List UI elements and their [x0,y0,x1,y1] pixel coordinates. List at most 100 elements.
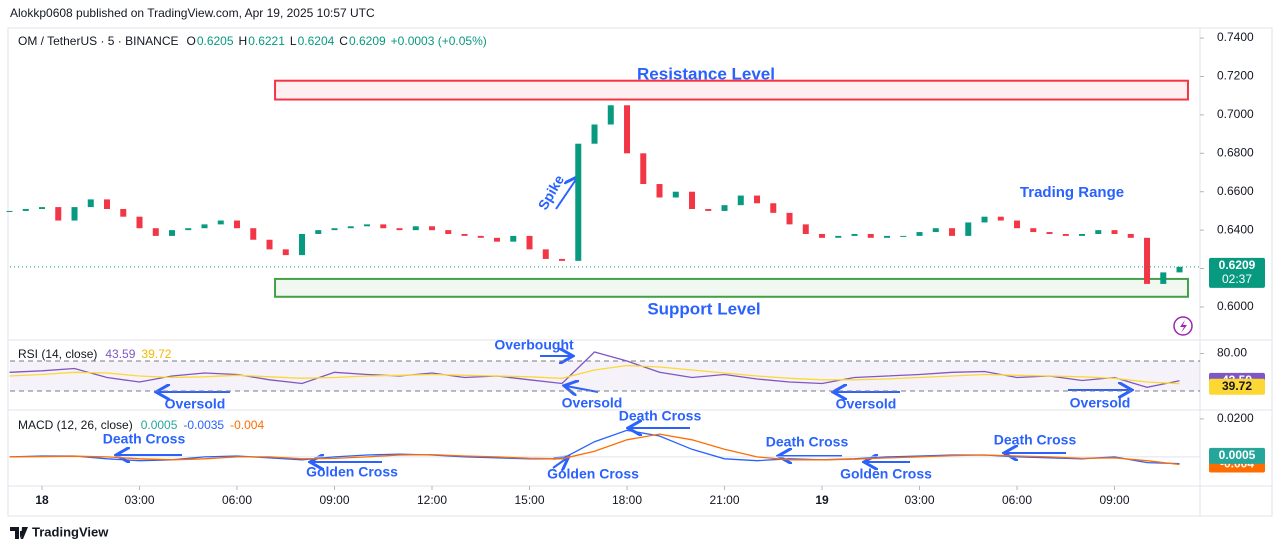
candle [1062,233,1069,236]
candle [494,237,501,242]
symbol: OM / TetherUS · 5 · BINANCE [18,34,178,48]
candle [981,216,988,223]
candle [1014,220,1021,229]
annotation: Oversold [562,395,623,411]
rsi-title: RSI (14, close) [18,347,97,361]
alert-icon[interactable] [1173,316,1193,336]
candle [104,199,111,210]
candle [705,209,712,211]
price-badge [1209,257,1265,288]
ohlc-value: 0.6204 [298,34,335,48]
candle [331,228,338,231]
rsi-value: 43.59 [105,347,135,361]
price-badge-value: 0.6209 [1219,258,1256,272]
y-tick-label: 0.6600 [1217,184,1254,198]
x-tick-label: 06:00 [222,493,252,507]
candle [87,199,94,208]
x-tick-label: 18:00 [612,493,642,507]
candle [884,235,891,238]
candle [559,258,566,261]
candle [364,224,371,227]
y-tick-label: 80.00 [1217,346,1247,360]
candle [120,209,127,217]
candle [656,184,663,198]
candle [689,191,696,210]
x-tick-label: 15:00 [515,493,545,507]
candle [169,230,176,236]
candle [591,124,598,144]
y-tick-label: 0.7000 [1217,107,1254,121]
candle [266,239,273,250]
macd-hist-value: 0.0005 [141,418,178,432]
candle [299,233,306,256]
candle [949,228,956,236]
ohlc-key: H [239,34,248,48]
macd-signal-value: -0.004 [230,418,264,432]
publisher: Alokkp0608 published on TradingView.com,… [10,6,375,20]
candle [136,216,143,229]
y-tick-label: 0.6800 [1217,145,1254,159]
value-badge [1209,447,1265,464]
candle [819,233,826,238]
annotation: Spike [535,172,568,213]
candle [234,220,241,229]
candle [607,105,614,125]
candle [1030,228,1037,233]
x-tick-label: 06:00 [1002,493,1032,507]
candle [429,226,436,231]
annotation: Oversold [165,396,226,412]
candle [965,222,972,236]
macd-value: -0.0035 [183,418,224,432]
x-tick-label: 03:00 [124,493,154,507]
x-tick-label: 21:00 [710,493,740,507]
zone-label: Support Level [647,299,760,318]
x-tick-label: 09:00 [320,493,350,507]
y-tick-label: 0.7200 [1217,69,1254,83]
candle [185,228,192,231]
x-tick-label: 19 [815,493,829,507]
indicator-line [9,364,1180,385]
zone-label: Resistance Level [637,64,775,83]
candle [997,216,1004,221]
candle [802,224,809,234]
candle [1079,233,1086,236]
candle [526,235,533,250]
x-tick-label: 18 [35,493,49,507]
value-badge-text: 39.72 [1222,379,1252,393]
x-tick-label: 03:00 [905,493,935,507]
candle [672,191,679,198]
candle [1176,266,1183,273]
candle [217,220,224,225]
candle [1144,237,1151,284]
annotation: Death Cross [619,408,702,424]
ohlc-key: L [290,34,297,48]
indicator-line [9,351,1180,388]
candle [412,226,419,231]
candle [640,153,647,185]
annotation: Golden Cross [547,466,639,482]
candle [510,235,517,242]
y-tick-label: 0.7400 [1217,30,1254,44]
zone [274,277,1189,298]
candle [1160,272,1167,284]
candle [55,207,62,221]
candle [315,230,322,234]
candle [380,224,387,229]
candle [250,228,257,240]
frame [7,27,1273,517]
ohlc-key: O [186,34,195,48]
candle [721,205,728,211]
ohlc-value: 0.6205 [197,34,234,48]
annotation: Trading Range [1020,184,1124,201]
candle [835,235,842,238]
x-tick-label: 09:00 [1100,493,1130,507]
candle [71,207,78,221]
zone [274,79,1189,101]
candle [282,249,289,256]
candle [737,195,744,206]
annotation: Golden Cross [840,466,932,482]
candle [1127,233,1134,238]
candle [201,224,208,229]
candle [932,228,939,233]
